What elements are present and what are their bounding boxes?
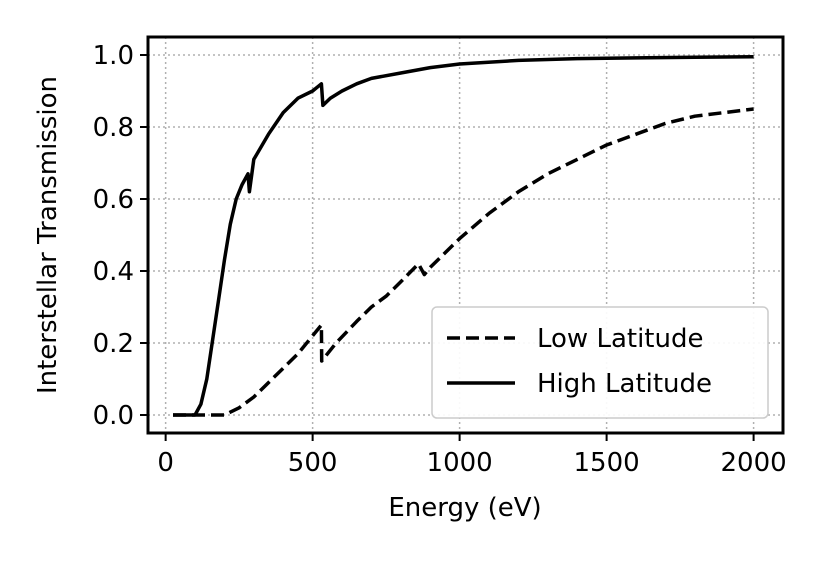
plot-frame [146, 35, 785, 435]
y-tick-label: 0.8 [93, 113, 134, 143]
series-line-high-latitude [173, 55, 754, 417]
x-axis-title: Energy (eV) [388, 493, 541, 523]
y-tick-label: 0.0 [93, 401, 134, 431]
y-tick-label: 0.6 [93, 185, 134, 215]
y-axis-title: Interstellar Transmission [33, 76, 63, 394]
x-tick-label: 1000 [427, 448, 493, 478]
series-line-low-latitude [173, 107, 754, 417]
legend: Low Latitude High Latitude [431, 306, 769, 419]
x-tick-label: 0 [157, 448, 174, 478]
x-axis: 0 500 1000 1500 2000 [157, 433, 787, 478]
series-lines [173, 55, 754, 417]
x-tick-label: 500 [288, 448, 338, 478]
y-tick-label: 1.0 [93, 41, 134, 71]
y-tick-label: 0.2 [93, 329, 134, 359]
legend-box [431, 306, 769, 419]
x-tick-label: 2000 [721, 448, 787, 478]
x-tick-label: 1500 [574, 448, 640, 478]
legend-label-low-latitude: Low Latitude [537, 324, 703, 354]
legend-label-high-latitude: High Latitude [537, 369, 712, 399]
y-tick-label: 0.4 [93, 257, 134, 287]
y-axis: 0.0 0.2 0.4 0.6 0.8 1.0 [93, 41, 148, 431]
